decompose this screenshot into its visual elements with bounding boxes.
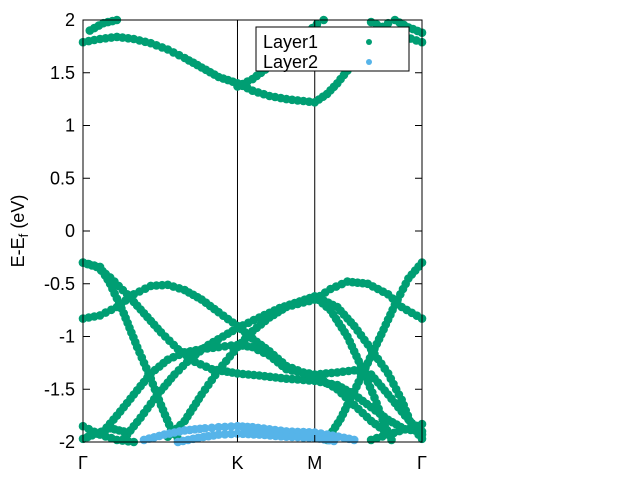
y-tick-label-3: 0.5 — [50, 168, 75, 188]
x-tick-label-2: M — [307, 453, 322, 473]
series-0-point — [119, 427, 128, 436]
legend-label-1: Layer2 — [263, 52, 318, 72]
y-tick-label-2: 1 — [65, 116, 75, 136]
y-axis-title-main: E-E — [8, 237, 28, 267]
legend-marker-1 — [366, 59, 372, 65]
series-0-point — [220, 342, 230, 351]
series-1-point — [214, 430, 223, 439]
y-tick-label-1: 1.5 — [50, 63, 75, 83]
legend-marker-0 — [366, 39, 372, 45]
y-tick-label-5: -0.5 — [44, 274, 75, 294]
series-1-point — [207, 423, 217, 433]
x-tick-label-1: K — [231, 453, 243, 473]
y-axis-title: E-Ef (eV) — [8, 195, 31, 268]
y-tick-label-8: -2 — [59, 432, 75, 452]
y-tick-label-0: 2 — [65, 10, 75, 30]
legend-box — [255, 26, 410, 72]
series-1-point — [329, 436, 339, 446]
series-1-point — [349, 435, 359, 445]
y-axis-title-unit: (eV) — [8, 195, 28, 234]
series-1-point — [200, 424, 210, 433]
y-tick-label-6: -1 — [59, 327, 75, 347]
y-axis-title-subscript: f — [16, 233, 31, 237]
legend-label-0: Layer1 — [263, 32, 318, 52]
series-0-point — [214, 342, 223, 352]
y-tick-label-4: 0 — [65, 221, 75, 241]
series-1-point — [220, 422, 230, 432]
x-tick-label-3: Γ — [417, 453, 427, 473]
x-tick-label-0: Γ — [78, 453, 88, 473]
y-tick-label-7: -1.5 — [44, 379, 75, 399]
axis-ticks: 21.510.50-0.5-1-1.5-2Γ K M Γ — [44, 10, 427, 473]
series-1-point — [226, 429, 236, 439]
series-1-point — [214, 422, 223, 432]
series-1-point — [220, 430, 230, 439]
series-1-point — [226, 422, 236, 431]
